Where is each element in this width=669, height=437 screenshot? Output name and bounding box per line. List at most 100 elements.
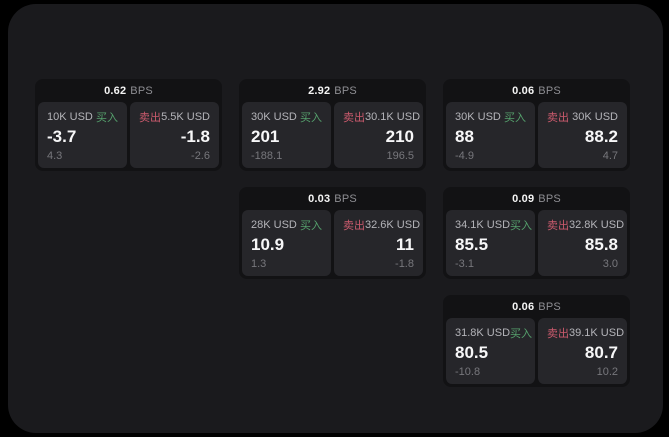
quote-panels: 34.1K USD 买入 85.5 -3.1 卖出 32.8K USD 85.8…: [443, 210, 630, 279]
sell-sub-value: 3.0: [602, 258, 618, 270]
sell-panel-top: 卖出 32.6K USD: [343, 217, 420, 233]
quote-panels: 10K USD 买入 -3.7 4.3 卖出 5.5K USD -1.8 -2.…: [35, 102, 222, 171]
buy-tag: 买入: [510, 328, 533, 340]
sell-price: 88.2: [584, 127, 618, 147]
buy-price: -3.7: [47, 127, 77, 147]
buy-price: 80.5: [455, 343, 489, 363]
bps-card: 0.09 BPS 34.1K USD 买入 85.5 -3.1 卖出 32.8K…: [443, 187, 630, 279]
sell-amount: 32.6K USD: [365, 219, 421, 231]
buy-amount: 10K USD: [47, 111, 93, 123]
bps-unit-label: BPS: [538, 300, 561, 313]
buy-panel-top: 31.8K USD 买入: [455, 325, 532, 341]
sell-quote-panel[interactable]: 卖出 30K USD 88.2 4.7: [538, 102, 627, 168]
buy-panel-top: 34.1K USD 买入: [455, 217, 532, 233]
buy-panel-top: 30K USD 买入: [251, 109, 322, 125]
bps-unit-label: BPS: [130, 84, 153, 97]
buy-quote-panel[interactable]: 34.1K USD 买入 85.5 -3.1: [446, 210, 535, 276]
buy-quote-panel[interactable]: 30K USD 买入 88 -4.9: [446, 102, 535, 168]
bps-card-header: 0.03 BPS: [239, 187, 426, 210]
buy-price: 201: [251, 127, 280, 147]
sell-price: 80.7: [584, 343, 618, 363]
sell-panel-top: 卖出 32.8K USD: [547, 217, 624, 233]
bps-value: 0.03: [308, 192, 331, 205]
sell-tag: 卖出: [139, 112, 161, 124]
buy-amount: 34.1K USD: [455, 219, 511, 231]
buy-tag: 买入: [300, 112, 322, 124]
buy-amount: 28K USD: [251, 219, 297, 231]
buy-panel-top: 10K USD 买入: [47, 109, 118, 125]
bps-card: 0.06 BPS 31.8K USD 买入 80.5 -10.8 卖出 39.1…: [443, 295, 630, 387]
buy-quote-panel[interactable]: 28K USD 买入 10.9 1.3: [242, 210, 331, 276]
buy-price: 88: [455, 127, 474, 147]
sell-amount: 39.1K USD: [569, 327, 625, 339]
quote-grid: 0.62 BPS 10K USD 买入 -3.7 4.3 卖出 5.5K USD…: [35, 79, 630, 387]
quote-panels: 30K USD 买入 88 -4.9 卖出 30K USD 88.2 4.7: [443, 102, 630, 171]
buy-tag: 买入: [96, 112, 118, 124]
quote-panels: 31.8K USD 买入 80.5 -10.8 卖出 39.1K USD 80.…: [443, 318, 630, 387]
buy-sub-value: -3.1: [455, 258, 474, 270]
buy-tag: 买入: [300, 220, 322, 232]
sell-tag: 卖出: [343, 220, 365, 232]
sell-tag: 卖出: [547, 112, 569, 124]
buy-quote-panel[interactable]: 30K USD 买入 201 -188.1: [242, 102, 331, 168]
bps-unit-label: BPS: [538, 192, 561, 205]
buy-panel-top: 28K USD 买入: [251, 217, 322, 233]
sell-tag: 卖出: [547, 328, 569, 340]
sell-tag: 卖出: [343, 112, 365, 124]
bps-card: 0.06 BPS 30K USD 买入 88 -4.9 卖出 30K USD 8…: [443, 79, 630, 171]
bps-unit-label: BPS: [538, 84, 561, 97]
sell-amount: 32.8K USD: [569, 219, 625, 231]
buy-sub-value: -188.1: [251, 150, 283, 162]
sell-sub-value: -2.6: [191, 150, 210, 162]
sell-panel-top: 卖出 30K USD: [547, 109, 618, 125]
bps-unit-label: BPS: [334, 192, 357, 205]
quote-panels: 28K USD 买入 10.9 1.3 卖出 32.6K USD 11 -1.8: [239, 210, 426, 279]
buy-quote-panel[interactable]: 10K USD 买入 -3.7 4.3: [38, 102, 127, 168]
buy-sub-value: -4.9: [455, 150, 474, 162]
sell-price: 210: [385, 127, 414, 147]
sell-quote-panel[interactable]: 卖出 32.6K USD 11 -1.8: [334, 210, 423, 276]
sell-sub-value: 196.5: [386, 150, 414, 162]
bps-value: 0.09: [512, 192, 535, 205]
bps-value: 0.62: [104, 84, 127, 97]
sell-sub-value: 10.2: [596, 366, 618, 378]
sell-amount: 30K USD: [572, 111, 618, 123]
buy-price: 10.9: [251, 235, 285, 255]
bps-card-header: 2.92 BPS: [239, 79, 426, 102]
buy-sub-value: -10.8: [455, 366, 481, 378]
bps-card-header: 0.62 BPS: [35, 79, 222, 102]
sell-quote-panel[interactable]: 卖出 39.1K USD 80.7 10.2: [538, 318, 627, 384]
bps-value: 0.06: [512, 84, 535, 97]
sell-sub-value: 4.7: [602, 150, 618, 162]
bps-card: 0.62 BPS 10K USD 买入 -3.7 4.3 卖出 5.5K USD…: [35, 79, 222, 171]
bps-card-header: 0.06 BPS: [443, 295, 630, 318]
sell-sub-value: -1.8: [395, 258, 414, 270]
bps-card: 2.92 BPS 30K USD 买入 201 -188.1 卖出 30.1K …: [239, 79, 426, 171]
buy-tag: 买入: [510, 220, 533, 232]
buy-quote-panel[interactable]: 31.8K USD 买入 80.5 -10.8: [446, 318, 535, 384]
sell-quote-panel[interactable]: 卖出 5.5K USD -1.8 -2.6: [130, 102, 219, 168]
buy-sub-value: 4.3: [47, 150, 63, 162]
sell-amount: 30.1K USD: [365, 111, 421, 123]
sell-price: 11: [396, 235, 414, 255]
buy-tag: 买入: [504, 112, 526, 124]
buy-amount: 31.8K USD: [455, 327, 511, 339]
bps-card-header: 0.06 BPS: [443, 79, 630, 102]
sell-price: 85.8: [584, 235, 618, 255]
sell-panel-top: 卖出 30.1K USD: [343, 109, 420, 125]
sell-quote-panel[interactable]: 卖出 32.8K USD 85.8 3.0: [538, 210, 627, 276]
app-container: 0.62 BPS 10K USD 买入 -3.7 4.3 卖出 5.5K USD…: [8, 4, 663, 433]
bps-unit-label: BPS: [334, 84, 357, 97]
buy-sub-value: 1.3: [251, 258, 267, 270]
bps-card-header: 0.09 BPS: [443, 187, 630, 210]
sell-tag: 卖出: [547, 220, 569, 232]
sell-quote-panel[interactable]: 卖出 30.1K USD 210 196.5: [334, 102, 423, 168]
bps-card: 0.03 BPS 28K USD 买入 10.9 1.3 卖出 32.6K US…: [239, 187, 426, 279]
buy-panel-top: 30K USD 买入: [455, 109, 526, 125]
bps-value: 2.92: [308, 84, 331, 97]
buy-amount: 30K USD: [251, 111, 297, 123]
buy-amount: 30K USD: [455, 111, 501, 123]
buy-price: 85.5: [455, 235, 489, 255]
bps-value: 0.06: [512, 300, 535, 313]
sell-panel-top: 卖出 39.1K USD: [547, 325, 624, 341]
